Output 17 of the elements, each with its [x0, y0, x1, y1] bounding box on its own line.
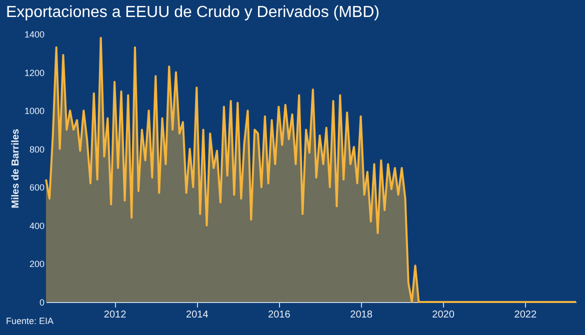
x-tick-label: 2022 — [514, 310, 537, 320]
y-tick-label: 800 — [29, 144, 44, 154]
x-tick-label: 2012 — [104, 310, 127, 320]
y-tick-label: 1200 — [24, 68, 44, 78]
y-tick-label: 1400 — [24, 30, 44, 40]
x-tick-label: 2014 — [186, 310, 209, 320]
x-tick-label: 2020 — [432, 310, 455, 320]
source-note: Fuente: EIA — [6, 316, 54, 326]
y-tick-label: 400 — [29, 220, 44, 231]
y-tick-label: 1000 — [24, 106, 44, 116]
chart-title: Exportaciones a EEUU de Crudo y Derivados (MBD) — [6, 4, 380, 21]
y-tick-label: 200 — [29, 259, 44, 270]
x-tick-label: 2016 — [268, 310, 291, 320]
y-axis-title: Miles de Barriles — [10, 128, 22, 208]
y-tick-label: 600 — [29, 182, 44, 193]
x-tick-label: 2018 — [350, 310, 373, 320]
y-tick-label: 0 — [39, 298, 44, 308]
